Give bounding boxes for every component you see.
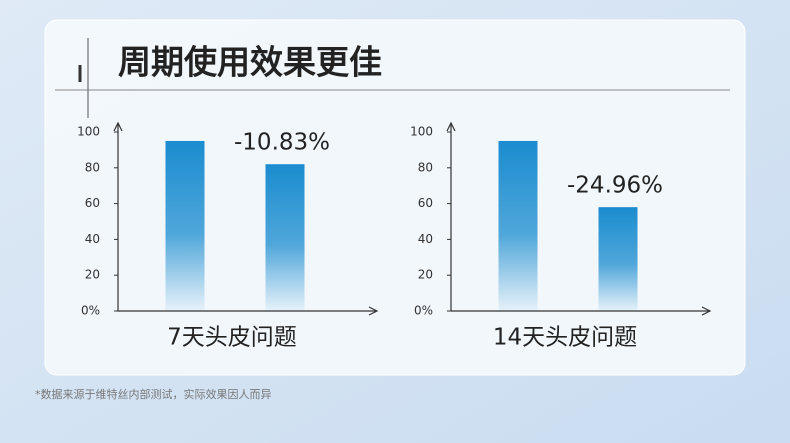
y-tick-label: 20 (418, 268, 433, 282)
y-tick-label: 100 (77, 125, 100, 139)
card (44, 19, 746, 376)
axis-arrow (113, 121, 123, 132)
annotation: -10.83% (234, 130, 330, 156)
y-tick-label: 0% (414, 304, 433, 318)
y-tick-label: 60 (85, 196, 100, 210)
axis-arrow (368, 306, 379, 316)
annotation: -24.96% (567, 173, 663, 199)
y-tick-label: 80 (418, 160, 433, 174)
y-tick-label: 0% (81, 304, 100, 318)
axis-arrow (446, 121, 456, 132)
bar (598, 207, 638, 311)
bar (265, 164, 305, 311)
page-title: 周期使用效果更佳 (118, 43, 382, 82)
x-axis-label: 7天头皮问题 (167, 325, 297, 351)
axis-arrow (701, 306, 712, 316)
y-tick-label: 100 (410, 125, 433, 139)
y-tick-label: 20 (85, 268, 100, 282)
y-tick-label: 80 (85, 160, 100, 174)
bar (165, 140, 205, 311)
y-tick-label: 40 (85, 232, 100, 246)
bar (498, 140, 538, 311)
y-tick-label: 60 (418, 196, 433, 210)
y-tick-label: 40 (418, 232, 433, 246)
x-axis-label: 14天头皮问题 (493, 325, 637, 351)
footnote: *数据来源于维特丝内部测试，实际效果因人而异 (35, 387, 272, 401)
